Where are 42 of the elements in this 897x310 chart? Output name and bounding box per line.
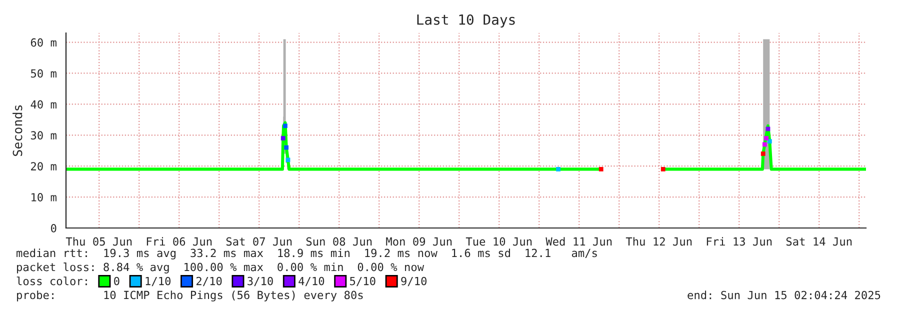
legend-label: 1/10 <box>146 276 171 286</box>
x-tick-label: Sun 08 Jun <box>306 237 372 246</box>
point <box>286 158 290 162</box>
y-tick-label: 50 m <box>30 69 56 78</box>
legend-label: 4/10 <box>298 276 324 286</box>
y-tick-label: 10 m <box>32 193 56 202</box>
point <box>767 139 772 144</box>
legend-label: 9/10 <box>401 276 427 286</box>
legend-label: 3/10 <box>248 276 273 286</box>
point <box>760 152 766 156</box>
point <box>280 136 286 140</box>
x-tick-label: Thu 05 Jun <box>66 237 132 246</box>
y-tick-label: 60 m <box>30 38 56 47</box>
legend-label: 0 <box>114 276 120 286</box>
y-tick-label: 0 <box>51 224 56 232</box>
legend-label: 2/10 <box>196 276 222 286</box>
chart-title: Last 10 Days <box>417 14 515 28</box>
y-tick-label: 40 m <box>30 100 56 109</box>
point <box>556 166 560 172</box>
y-tick-label: 20 m <box>31 162 56 171</box>
text: probe: 10 ICMP Echo Pings (56 Bytes) every 80s <box>17 290 363 302</box>
point <box>762 142 767 147</box>
text: packet loss: 8.84 % avg 100.00 % max 0.00 % min 0.00 % now <box>17 262 424 274</box>
y-tick-label: 30 m <box>30 131 56 140</box>
y-axis-title: Seconds <box>12 105 22 156</box>
x-tick-label: Sat 07 Jun <box>226 237 292 246</box>
point <box>660 166 666 172</box>
x-tick-label: Fri 06 Jun <box>146 237 212 246</box>
point <box>598 166 604 172</box>
x-tick-label: Fri 13 Jun <box>706 237 772 246</box>
x-tick-label: Tue 10 Jun <box>466 237 532 246</box>
point <box>283 124 288 128</box>
x-tick-label: Wed 11 Jun <box>546 237 612 246</box>
x-tick-label: Thu 12 Jun <box>626 237 692 246</box>
text: end: Sun Jun 15 02:04:24 2025 <box>688 290 880 300</box>
legend-title: loss color: <box>16 276 87 286</box>
text: median rtt: 19.3 ms avg 33.2 ms max 18.9 ms min 19.2 ms now 1.6 ms sd 12.1 am/s <box>16 248 597 260</box>
point <box>284 145 289 150</box>
x-tick-label: Sat 14 Jun <box>786 237 852 246</box>
x-tick-label: Mon 09 Jun <box>386 237 452 246</box>
legend-label: 5/10 <box>350 276 376 286</box>
point <box>764 136 769 140</box>
